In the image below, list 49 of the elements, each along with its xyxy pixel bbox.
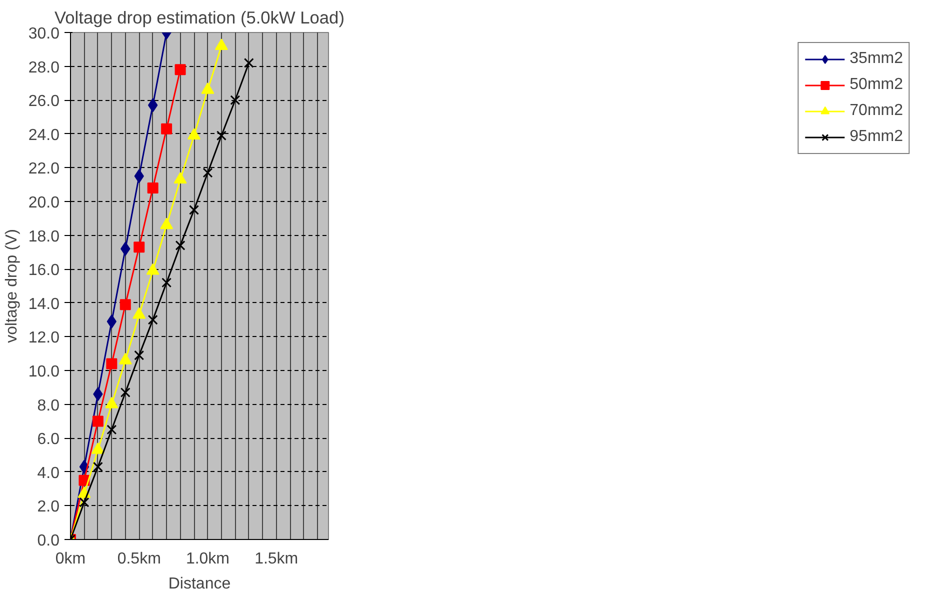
legend-label: 50mm2 — [850, 76, 903, 94]
point — [148, 314, 158, 325]
point — [244, 58, 254, 68]
point — [175, 240, 186, 250]
y-tick-label: 12.0 — [28, 330, 60, 347]
point — [92, 416, 104, 427]
point — [106, 424, 117, 435]
point — [91, 442, 104, 454]
y-tick-label: 20.0 — [28, 194, 60, 212]
y-tick-label: 0.0 — [37, 532, 60, 550]
point — [230, 95, 240, 106]
y-tick-label: 6.0 — [37, 431, 60, 448]
legend-label: 35mm2 — [850, 50, 903, 68]
chart-title: Voltage drop estimation (5.0kW Load) — [54, 8, 344, 28]
x-tick-label: 0.5km — [117, 550, 161, 568]
point — [134, 350, 144, 360]
point — [106, 314, 117, 328]
point — [79, 497, 90, 508]
legend-label: 70mm2 — [850, 102, 903, 120]
y-tick-label: 18.0 — [28, 228, 60, 246]
point — [174, 64, 186, 76]
x-tick-label: 0km — [55, 550, 86, 568]
point — [216, 130, 226, 141]
point — [106, 358, 118, 370]
y-tick-label: 22.0 — [28, 160, 60, 178]
point — [92, 462, 103, 472]
point — [162, 278, 172, 288]
y-tick-label: 8.0 — [37, 397, 60, 414]
y-tick-label: 10.0 — [28, 364, 60, 380]
point — [120, 299, 131, 310]
point — [202, 168, 213, 178]
point — [161, 123, 172, 134]
y-tick-label: 26.0 — [28, 93, 60, 110]
point — [189, 204, 200, 215]
legend-label: 95mm2 — [850, 128, 903, 146]
point — [120, 387, 130, 398]
x-axis-title: Distance — [168, 576, 231, 592]
point — [134, 242, 145, 253]
y-tick-label: 16.0 — [28, 262, 60, 280]
y-tick-label: 2.0 — [37, 498, 60, 516]
y-tick-label: 24.0 — [28, 126, 60, 144]
y-tick-label: 30.0 — [28, 26, 60, 42]
y-axis-title: voltage drop (V) — [3, 229, 20, 343]
y-tick-label: 14.0 — [28, 296, 60, 313]
x-tick-label: 1.5km — [254, 550, 298, 568]
x-tick-label: 1.0km — [186, 550, 230, 568]
y-tick-label: 28.0 — [28, 59, 60, 76]
y-tick-label: 4.0 — [37, 464, 60, 482]
point — [147, 182, 158, 194]
